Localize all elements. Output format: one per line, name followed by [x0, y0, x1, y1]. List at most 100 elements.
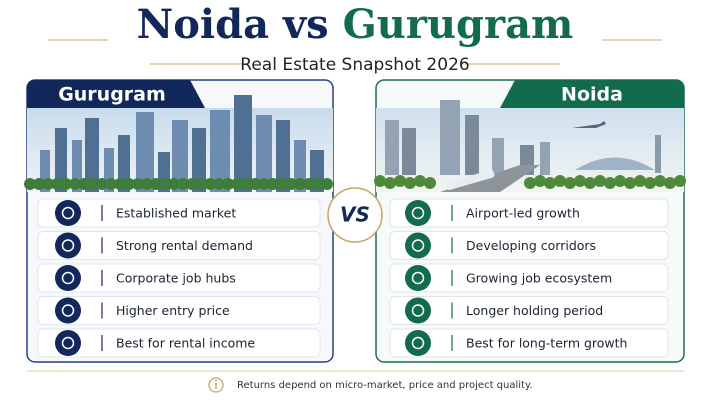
building — [40, 150, 50, 192]
building — [440, 100, 460, 175]
tree — [574, 175, 586, 187]
tree — [69, 178, 81, 190]
building — [465, 115, 479, 175]
tree — [231, 178, 243, 190]
tree — [312, 178, 324, 190]
tree — [222, 178, 234, 190]
vs-label: VS — [340, 203, 370, 227]
building — [210, 110, 230, 192]
tree — [384, 177, 396, 189]
title-vs: vs — [282, 1, 329, 48]
panel-title: Noida — [561, 84, 623, 106]
item-label: Best for rental income — [116, 336, 255, 351]
building — [118, 135, 130, 192]
item-icon-glyph — [61, 271, 75, 285]
item-label: Best for long-term growth — [466, 336, 627, 351]
subtitle: Real Estate Snapshot 2026 — [240, 55, 469, 75]
panel-tab — [27, 80, 205, 108]
tree — [249, 178, 261, 190]
building — [276, 120, 290, 192]
tree — [78, 178, 90, 190]
item-label: Longer holding period — [466, 303, 603, 318]
building — [104, 148, 114, 192]
item-row — [389, 296, 669, 325]
tree — [168, 178, 180, 190]
building — [540, 142, 550, 175]
tree — [374, 175, 386, 187]
item-row — [37, 296, 321, 325]
info-icon — [208, 377, 224, 393]
terminal — [575, 157, 655, 170]
item-icon — [405, 200, 431, 226]
item-icon-glyph — [61, 304, 75, 317]
tree — [186, 178, 198, 190]
tree — [33, 178, 45, 190]
title-gurugram: Gurugram — [343, 1, 574, 48]
tree — [524, 177, 536, 189]
tree — [394, 175, 406, 187]
tree — [554, 175, 566, 187]
tree — [624, 177, 636, 189]
tree — [564, 177, 576, 189]
tree — [132, 178, 144, 190]
skyline — [24, 95, 333, 192]
tree — [51, 178, 63, 190]
building — [85, 118, 99, 192]
item-icon — [405, 232, 431, 259]
item-row — [37, 328, 321, 358]
tree — [285, 178, 297, 190]
vs-badge — [327, 187, 383, 243]
item-icon — [55, 232, 81, 259]
building — [192, 128, 206, 192]
item-icon-glyph — [411, 336, 425, 350]
tree — [321, 178, 333, 190]
building — [72, 140, 82, 192]
item-icon-glyph — [411, 271, 425, 285]
tree — [594, 175, 606, 187]
item-label: Growing job ecosystem — [466, 271, 612, 286]
tree — [584, 177, 596, 189]
tree — [267, 178, 279, 190]
item-row — [37, 231, 321, 260]
tree — [664, 177, 676, 189]
item-icon — [55, 297, 81, 324]
item-icon — [55, 265, 81, 291]
building — [385, 120, 399, 175]
tree — [534, 175, 546, 187]
tree — [96, 178, 108, 190]
item-icon — [405, 330, 431, 356]
tree — [141, 178, 153, 190]
item-label: Airport-led growth — [466, 206, 580, 221]
building — [402, 128, 416, 175]
item-icon — [405, 265, 431, 291]
building — [256, 115, 272, 192]
building — [492, 138, 504, 175]
skyline — [374, 100, 686, 192]
item-icon-glyph — [411, 304, 425, 317]
title-noida: Noida — [137, 1, 269, 48]
building — [55, 128, 67, 192]
tree — [240, 178, 252, 190]
item-icon-glyph — [61, 206, 75, 220]
tree — [150, 178, 162, 190]
tree — [195, 178, 207, 190]
tree — [644, 177, 656, 189]
footer-note: Returns depend on micro-market, price an… — [237, 380, 533, 391]
tree — [24, 178, 36, 190]
panel-title: Gurugram — [58, 84, 166, 106]
building — [234, 95, 252, 192]
tree — [424, 177, 436, 189]
item-icon — [55, 330, 81, 356]
tree — [159, 178, 171, 190]
tree — [654, 175, 666, 187]
tree — [123, 178, 135, 190]
plane — [572, 121, 606, 128]
train — [445, 169, 495, 191]
item-icon-glyph — [411, 206, 425, 220]
tree — [60, 178, 72, 190]
tree — [294, 178, 306, 190]
tree — [634, 175, 646, 187]
tree — [42, 178, 54, 190]
item-label: Strong rental demand — [116, 238, 253, 253]
tree — [303, 178, 315, 190]
